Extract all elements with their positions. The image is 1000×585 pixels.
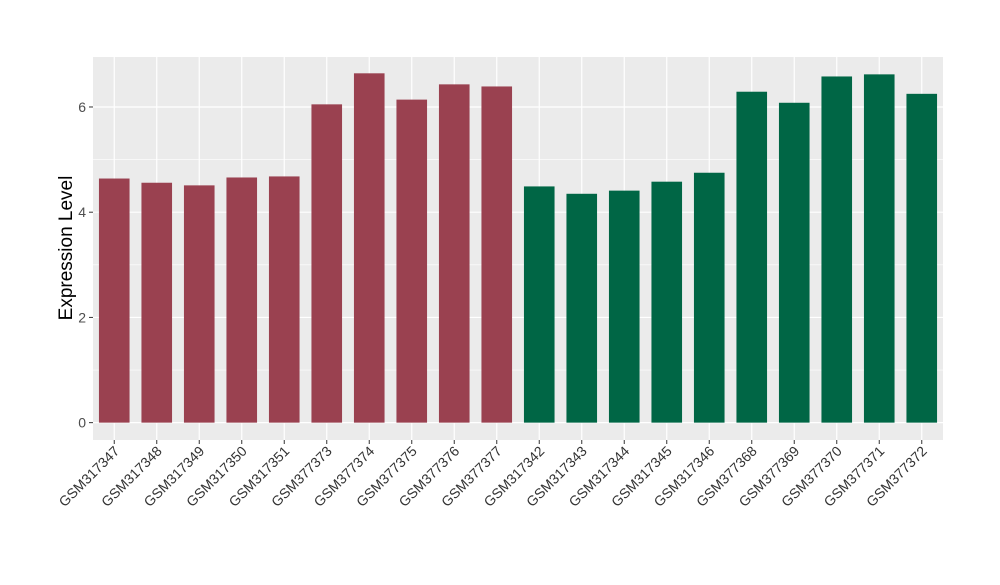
- bar-GSM317347: [98, 178, 130, 423]
- bars: [98, 73, 938, 423]
- bar-GSM377377: [481, 86, 513, 423]
- y-tick-label: 6: [78, 99, 86, 115]
- bar-GSM317346: [693, 172, 725, 423]
- bar-GSM317345: [651, 181, 683, 423]
- bar-GSM317350: [226, 177, 258, 423]
- y-axis-label: Expression Level: [56, 176, 77, 321]
- y-axis: 0 2 4 6: [78, 99, 93, 431]
- bar-GSM377376: [438, 84, 470, 423]
- bar-GSM377370: [821, 76, 853, 423]
- bar-GSM317351: [268, 176, 300, 423]
- y-tick-label: 0: [78, 415, 86, 431]
- bar-GSM317349: [183, 185, 215, 423]
- bar-GSM317342: [523, 186, 555, 423]
- bar-GSM377369: [778, 102, 810, 423]
- bar-GSM377372: [906, 93, 938, 423]
- bar-GSM317344: [608, 190, 640, 423]
- plot-panel: [93, 57, 943, 440]
- x-axis: GSM317347GSM317348GSM317349GSM317350GSM3…: [55, 440, 930, 510]
- bar-GSM377375: [396, 99, 428, 423]
- y-tick-label: 2: [78, 309, 86, 325]
- bar-GSM317348: [141, 182, 173, 423]
- y-tick-label: 4: [78, 204, 86, 220]
- bar-GSM377373: [311, 104, 343, 423]
- bar-GSM317343: [566, 193, 598, 423]
- bar-GSM377374: [353, 73, 385, 423]
- bar-GSM377371: [863, 74, 895, 423]
- bar-GSM377368: [736, 91, 768, 423]
